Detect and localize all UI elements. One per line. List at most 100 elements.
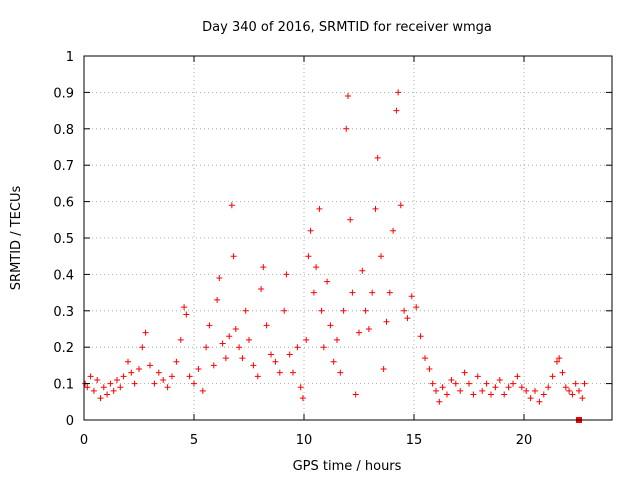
data-point [383, 318, 390, 325]
data-point [417, 333, 424, 340]
data-point [527, 395, 534, 402]
data-point [226, 333, 233, 340]
data-point [281, 307, 288, 314]
data-point [120, 373, 127, 380]
data-point [263, 322, 270, 329]
data-point [125, 358, 131, 365]
data-point [413, 304, 420, 311]
y-tick-label: 0.9 [53, 86, 74, 101]
data-point [305, 253, 312, 260]
data-point [303, 336, 310, 343]
data-point [514, 373, 521, 380]
x-tick-label: 5 [190, 433, 198, 448]
x-tick-label: 0 [80, 433, 88, 448]
data-point [380, 366, 387, 373]
data-point [343, 125, 350, 132]
data-point [139, 344, 146, 351]
data-point [362, 307, 369, 314]
data-point [206, 322, 213, 329]
data-point [556, 355, 563, 362]
data-point [242, 307, 249, 314]
data-point [492, 384, 499, 391]
data-point [345, 93, 351, 100]
y-tick-label: 0.6 [53, 196, 74, 211]
data-point [461, 369, 468, 376]
x-tick-label: 10 [296, 433, 313, 448]
data-point [501, 391, 508, 398]
data-point [576, 387, 582, 394]
data-point [422, 355, 428, 362]
data-point [372, 205, 379, 212]
data-point [479, 387, 486, 394]
data-point [408, 293, 415, 300]
y-tick-label: 0.8 [53, 123, 74, 138]
data-point [297, 384, 304, 391]
data-point [84, 384, 91, 391]
y-tick-label: 0.4 [53, 268, 74, 283]
data-point [545, 384, 552, 391]
data-point [216, 275, 223, 282]
data-point [313, 264, 320, 271]
data-point [228, 202, 235, 209]
data-point [210, 362, 217, 369]
data-point [337, 369, 344, 376]
data-point [236, 344, 243, 351]
data-point [347, 216, 354, 223]
data-point [104, 391, 111, 398]
data-point [356, 329, 362, 336]
data-point [177, 336, 184, 343]
data-point [173, 358, 180, 365]
data-point [131, 380, 138, 387]
data-point [393, 107, 400, 114]
data-point [191, 380, 197, 387]
data-point [436, 398, 443, 405]
data-point [307, 227, 314, 234]
data-point [532, 387, 538, 394]
data-point [386, 289, 393, 296]
data-point [147, 362, 153, 369]
data-point [283, 271, 290, 278]
data-point [110, 387, 117, 394]
data-point [294, 344, 301, 351]
data-point [222, 355, 229, 362]
data-point [390, 227, 397, 234]
data-point [286, 351, 293, 358]
data-point [117, 384, 124, 391]
y-tick-label: 0.7 [53, 159, 74, 174]
data-point [554, 358, 560, 365]
y-tick-label: 0.3 [53, 305, 74, 320]
data-point [128, 369, 135, 376]
data-point [404, 315, 411, 322]
data-point [199, 387, 206, 394]
data-point [549, 373, 556, 380]
data-point [496, 376, 503, 383]
data-point [169, 373, 175, 380]
data-point [426, 366, 433, 373]
data-point [457, 387, 464, 394]
data-point [359, 267, 366, 274]
data-point [433, 387, 439, 394]
data-point [327, 322, 334, 329]
data-points [82, 89, 588, 423]
data-point [136, 366, 142, 373]
x-tick-label: 15 [406, 433, 423, 448]
data-point [395, 89, 402, 96]
data-point [276, 369, 283, 376]
data-point [488, 391, 494, 398]
data-point [142, 329, 149, 336]
data-point [518, 384, 525, 391]
data-point [523, 387, 530, 394]
data-point [232, 326, 239, 332]
data-point [483, 380, 490, 387]
data-point [239, 355, 246, 362]
y-axis-label: SRMTID / TECUs [9, 186, 24, 291]
data-point [268, 351, 274, 358]
data-point [466, 380, 472, 387]
data-point [299, 395, 306, 402]
data-point [470, 391, 477, 398]
data-point [290, 369, 296, 376]
data-point [320, 344, 327, 351]
x-axis-label: GPS time / hours [293, 459, 402, 474]
data-point [324, 278, 331, 285]
grid [84, 56, 612, 420]
